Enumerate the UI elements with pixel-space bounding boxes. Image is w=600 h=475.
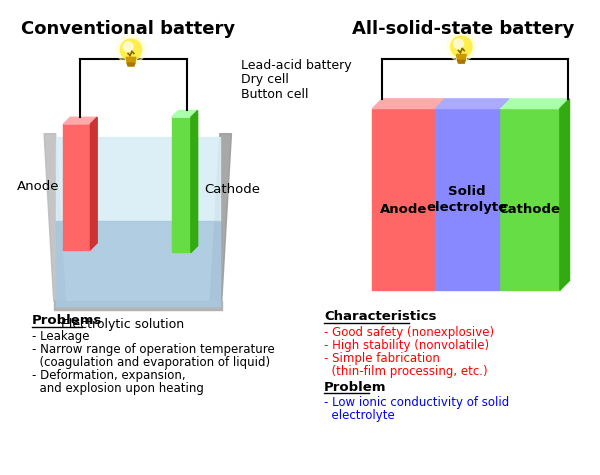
Polygon shape	[560, 99, 569, 290]
Circle shape	[447, 32, 476, 61]
Polygon shape	[457, 55, 466, 60]
Bar	[172, 117, 191, 253]
Text: Lead-acid battery: Lead-acid battery	[241, 58, 352, 72]
Bar	[64, 124, 91, 249]
Polygon shape	[127, 63, 135, 66]
Text: Cathode: Cathode	[205, 183, 260, 196]
Text: - Leakage: - Leakage	[32, 330, 89, 343]
Text: - High stability (nonvolatile): - High stability (nonvolatile)	[324, 339, 490, 352]
Text: Button cell: Button cell	[241, 87, 308, 101]
Bar	[499, 109, 560, 290]
Text: - Narrow range of operation temperature: - Narrow range of operation temperature	[32, 343, 274, 356]
Text: Cathode: Cathode	[499, 202, 560, 216]
Text: - Deformation, expansion,: - Deformation, expansion,	[32, 369, 185, 382]
Circle shape	[123, 42, 133, 52]
Text: Characteristics: Characteristics	[324, 311, 437, 323]
Text: and explosion upon heating: and explosion upon heating	[32, 382, 203, 395]
Polygon shape	[172, 111, 197, 117]
Polygon shape	[499, 99, 569, 109]
Text: Problem: Problem	[324, 381, 386, 394]
Bar	[56, 221, 220, 305]
Circle shape	[454, 39, 463, 48]
Circle shape	[451, 36, 472, 57]
Polygon shape	[435, 99, 509, 109]
Text: electrolyte: electrolyte	[324, 409, 395, 422]
Bar	[56, 136, 220, 221]
Text: Electrolytic solution: Electrolytic solution	[61, 318, 185, 331]
Polygon shape	[64, 117, 97, 124]
Circle shape	[116, 35, 145, 64]
Text: (coagulation and evaporation of liquid): (coagulation and evaporation of liquid)	[32, 356, 269, 369]
Circle shape	[121, 39, 142, 60]
Text: (thin-film processing, etc.): (thin-film processing, etc.)	[324, 365, 488, 378]
Text: Solid: Solid	[448, 185, 486, 198]
Polygon shape	[191, 111, 197, 253]
Text: Conventional battery: Conventional battery	[21, 19, 235, 38]
Bar	[435, 109, 499, 290]
Text: - Low ionic conductivity of solid: - Low ionic conductivity of solid	[324, 397, 509, 409]
Text: Problems: Problems	[32, 314, 102, 327]
Text: Anode: Anode	[380, 202, 428, 216]
Polygon shape	[54, 301, 222, 311]
Polygon shape	[91, 117, 97, 249]
Text: Anode: Anode	[17, 180, 59, 193]
Text: - Good safety (nonexplosive): - Good safety (nonexplosive)	[324, 326, 494, 339]
Polygon shape	[373, 99, 445, 109]
Polygon shape	[457, 60, 465, 63]
Polygon shape	[126, 57, 136, 63]
Text: electrolyte: electrolyte	[427, 200, 508, 214]
Bar	[373, 109, 435, 290]
Polygon shape	[44, 133, 65, 301]
Polygon shape	[210, 133, 232, 301]
Text: Dry cell: Dry cell	[241, 73, 289, 86]
Text: - Simple fabrication: - Simple fabrication	[324, 352, 440, 365]
Text: All-solid-state battery: All-solid-state battery	[352, 19, 574, 38]
